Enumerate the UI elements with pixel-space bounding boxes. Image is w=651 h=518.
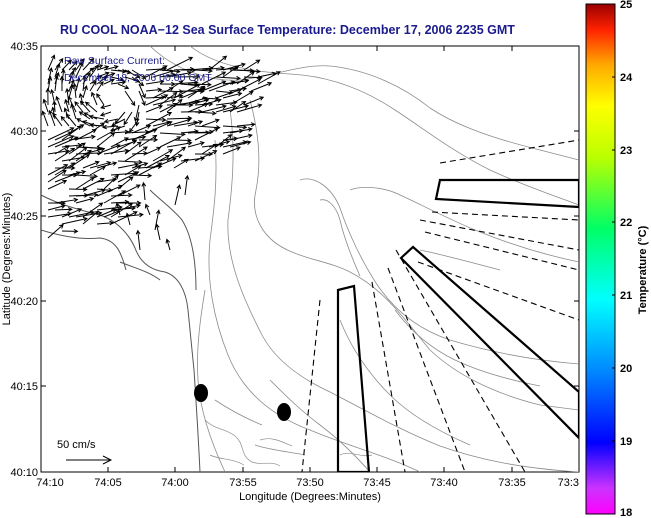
- x-tick-label: 73:35: [498, 477, 526, 489]
- overlay-line2: December 18, 2006 00:00 GMT: [64, 72, 212, 84]
- x-tick-label: 74:05: [94, 477, 122, 489]
- y-tick-label: 40:35: [10, 41, 38, 53]
- mooring-marker-west: [194, 384, 208, 402]
- colorbar-tick: 24: [620, 72, 633, 84]
- x-tick-label: 73:50: [296, 477, 324, 489]
- map-figure: Raw Surface Current: December 18, 2006 0…: [0, 0, 651, 518]
- plot-area: [41, 46, 579, 472]
- colorbar-tick: 18: [620, 507, 632, 518]
- x-axis-label: Longitude (Degrees:Minutes): [239, 491, 381, 503]
- x-tick-label: 74:00: [161, 477, 189, 489]
- y-tick-label: 40:10: [10, 467, 38, 479]
- x-tick-label: 73:45: [363, 477, 391, 489]
- y-tick-label: 40:20: [10, 296, 38, 308]
- scale-label: 50 cm/s: [57, 439, 96, 451]
- colorbar-tick: 19: [620, 436, 632, 448]
- x-tick-label: 73:3: [558, 477, 579, 489]
- colorbar: 25 24 23 22 21 20 19 18 Temperature (°C): [586, 0, 649, 518]
- y-axis-label: Latitude (Degrees:Minutes): [1, 193, 13, 326]
- x-tick-label: 73:40: [430, 477, 458, 489]
- mooring-marker-east: [277, 403, 291, 421]
- colorbar-tick: 21: [620, 290, 632, 302]
- colorbar-tick: 23: [620, 145, 632, 157]
- colorbar-scale: [586, 4, 615, 514]
- colorbar-label: Temperature (°C): [637, 225, 649, 314]
- x-tick-label: 73:55: [229, 477, 257, 489]
- colorbar-tick: 20: [620, 363, 632, 375]
- y-tick-label: 40:30: [10, 126, 38, 138]
- colorbar-tick: 25: [620, 0, 632, 11]
- colorbar-tick: 22: [620, 217, 632, 229]
- overlay-line1: Raw Surface Current:: [64, 55, 165, 67]
- x-tick-label: 74:10: [36, 477, 64, 489]
- y-tick-label: 40:15: [10, 381, 38, 393]
- y-tick-label: 40:25: [10, 211, 38, 223]
